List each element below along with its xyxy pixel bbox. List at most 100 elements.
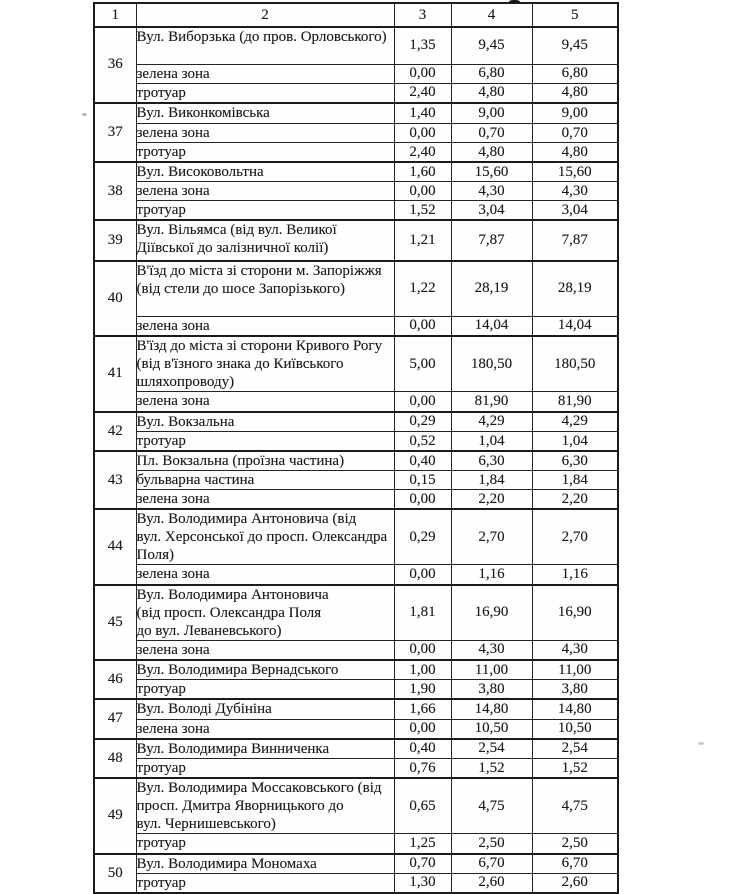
street-group-row: 46 Вул. Володимира Вернадського 1,00 11,00 1… xyxy=(93,659,619,700)
component-row: тротуар 1,25 2,50 2,50 xyxy=(94,833,619,854)
value-cell-col4: 4,30 xyxy=(450,639,533,661)
street-group-row: 37 Вул. Виконкомівська 1,40 9,00 9,00 xyxy=(93,101,619,163)
value-cell-col3: 1,00 xyxy=(393,659,452,680)
scan-artifact-speck xyxy=(82,113,87,116)
street-name-cell: В'їзд до міста зі сторони Кривого Рогу (… xyxy=(135,335,395,392)
value-cell-col3: 2,40 xyxy=(393,142,452,163)
value-cell-col5: 9,00 xyxy=(531,101,619,124)
value-cell-col4: 3,04 xyxy=(450,200,533,221)
component-name-cell: тротуар xyxy=(135,679,395,700)
value-cell-col4: 2,54 xyxy=(450,737,533,759)
component-row: бульварна частина 0,15 1,84 1,84 xyxy=(94,470,619,490)
value-cell-col4: 1,52 xyxy=(450,758,533,779)
value-cell-col3: 0,40 xyxy=(393,737,452,759)
value-cell-col3: 5,00 xyxy=(393,335,452,392)
value-cell-col4: 2,60 xyxy=(450,872,533,893)
street-group-row: 40 В'їзд до міста зі сторони м. Запоріжжя… xyxy=(93,260,619,337)
street-group-row: 42 Вул. Вокзальна 0,29 4,29 4,29 xyxy=(93,410,619,452)
scanned-page: 1 2 3 4 5 36 Вул. Виборзька (до пров. Орл… xyxy=(82,0,704,894)
street-group-row: 44 Вул. Володимира Антоновича (від вул. Х… xyxy=(93,508,619,585)
value-cell-col5: 4,75 xyxy=(531,777,619,834)
value-cell-col3: 1,40 xyxy=(393,101,452,124)
value-cell-col5: 6,30 xyxy=(531,450,619,471)
street-group-row: 45 Вул. Володимира Антоновича (від просп.… xyxy=(93,583,619,661)
row-number-cell: 47 xyxy=(93,698,137,739)
street-name-cell: Вул. Володимира Моссаковського (від прос… xyxy=(135,777,395,834)
street-name-cell: Вул. Виконкомівська xyxy=(135,101,395,124)
component-name-cell: зелена зона xyxy=(135,63,395,84)
component-row: тротуар 1,30 2,60 2,60 xyxy=(94,872,619,893)
component-name-cell: тротуар xyxy=(135,758,395,779)
street-name-cell: Вул. Виборзька (до пров. Орловського) xyxy=(135,26,395,65)
value-cell-col4: 4,80 xyxy=(450,142,533,163)
value-cell-col4: 180,50 xyxy=(450,335,533,392)
street-group-row: 50 Вул. Володимира Мономаха 0,70 6,70 6,70 xyxy=(93,852,619,893)
value-cell-col5: 10,50 xyxy=(531,718,619,739)
value-cell-col3: 1,52 xyxy=(393,200,452,221)
value-cell-col4: 14,04 xyxy=(450,315,533,337)
row-number-cell: 42 xyxy=(93,410,137,452)
row-number-cell: 38 xyxy=(93,161,137,221)
value-cell-col5: 6,80 xyxy=(531,63,619,84)
component-row: зелена зона 0,00 4,30 4,30 xyxy=(94,639,619,661)
header-cell-col5: 5 xyxy=(531,2,619,28)
value-cell-col5: 2,70 xyxy=(531,508,619,565)
value-cell-col3: 0,00 xyxy=(393,718,452,739)
street-name-cell: Вул. Вільямса (від вул. Великої Діївсько… xyxy=(135,219,395,262)
component-row: тротуар 1,90 3,80 3,80 xyxy=(94,679,619,700)
value-cell-col3: 1,66 xyxy=(393,698,452,720)
component-row: тротуар 0,76 1,52 1,52 xyxy=(94,758,619,779)
value-cell-col4: 1,16 xyxy=(450,564,533,585)
value-cell-col5: 2,50 xyxy=(531,833,619,854)
value-cell-col5: 4,29 xyxy=(531,410,619,432)
component-name-cell: зелена зона xyxy=(135,564,395,585)
value-cell-col5: 2,20 xyxy=(531,489,619,510)
value-cell-col4: 9,45 xyxy=(450,26,533,65)
header-cell-col3: 3 xyxy=(393,2,452,28)
component-row: зелена зона 0,00 6,80 6,80 xyxy=(94,63,619,84)
value-cell-col5: 180,50 xyxy=(531,335,619,392)
street-group-row: 47 Вул. Володі Дубініна 1,66 14,80 14,80 xyxy=(93,698,619,739)
street-name-cell: Вул. Володимира Винниченка xyxy=(135,737,395,759)
component-name-cell: тротуар xyxy=(135,431,395,452)
component-name-cell: зелена зона xyxy=(135,181,395,201)
row-number-cell: 39 xyxy=(93,219,137,262)
component-row: зелена зона 0,00 2,20 2,20 xyxy=(94,489,619,510)
table-header-row: 1 2 3 4 5 xyxy=(93,2,619,28)
value-cell-col3: 0,76 xyxy=(393,758,452,779)
value-cell-col3: 0,65 xyxy=(393,777,452,834)
value-cell-col4: 4,29 xyxy=(450,410,533,432)
value-cell-col4: 2,50 xyxy=(450,833,533,854)
value-cell-col3: 0,00 xyxy=(393,315,452,337)
value-cell-col3: 0,70 xyxy=(393,852,452,874)
component-row: тротуар 1,52 3,04 3,04 xyxy=(94,200,619,221)
value-cell-col5: 1,52 xyxy=(531,758,619,779)
value-cell-col4: 1,04 xyxy=(450,431,533,452)
component-row: зелена зона 0,00 4,30 4,30 xyxy=(94,181,619,201)
value-cell-col3: 1,22 xyxy=(393,260,452,317)
value-cell-col5: 1,16 xyxy=(531,564,619,585)
value-cell-col5: 1,84 xyxy=(531,470,619,490)
value-cell-col5: 2,60 xyxy=(531,872,619,893)
value-cell-col3: 1,81 xyxy=(393,583,452,641)
row-number-cell: 46 xyxy=(93,659,137,700)
component-name-cell: зелена зона xyxy=(135,489,395,510)
component-name-cell: зелена зона xyxy=(135,718,395,739)
component-row: тротуар 0,52 1,04 1,04 xyxy=(94,431,619,452)
header-cell-col2: 2 xyxy=(135,2,395,28)
value-cell-col5: 28,19 xyxy=(531,260,619,317)
value-cell-col4: 14,80 xyxy=(450,698,533,720)
value-cell-col4: 6,70 xyxy=(450,852,533,874)
value-cell-col3: 1,21 xyxy=(393,219,452,262)
value-cell-col3: 0,00 xyxy=(393,123,452,143)
street-name-cell: Вул. Володі Дубініна xyxy=(135,698,395,720)
value-cell-col3: 0,52 xyxy=(393,431,452,452)
value-cell-col4: 1,84 xyxy=(450,470,533,490)
value-cell-col5: 3,80 xyxy=(531,679,619,700)
value-cell-col4: 11,00 xyxy=(450,659,533,680)
value-cell-col5: 7,87 xyxy=(531,219,619,262)
value-cell-col3: 0,00 xyxy=(393,639,452,661)
component-row: тротуар 2,40 4,80 4,80 xyxy=(94,82,619,103)
component-row: зелена зона 0,00 10,50 10,50 xyxy=(94,718,619,739)
value-cell-col4: 2,70 xyxy=(450,508,533,565)
